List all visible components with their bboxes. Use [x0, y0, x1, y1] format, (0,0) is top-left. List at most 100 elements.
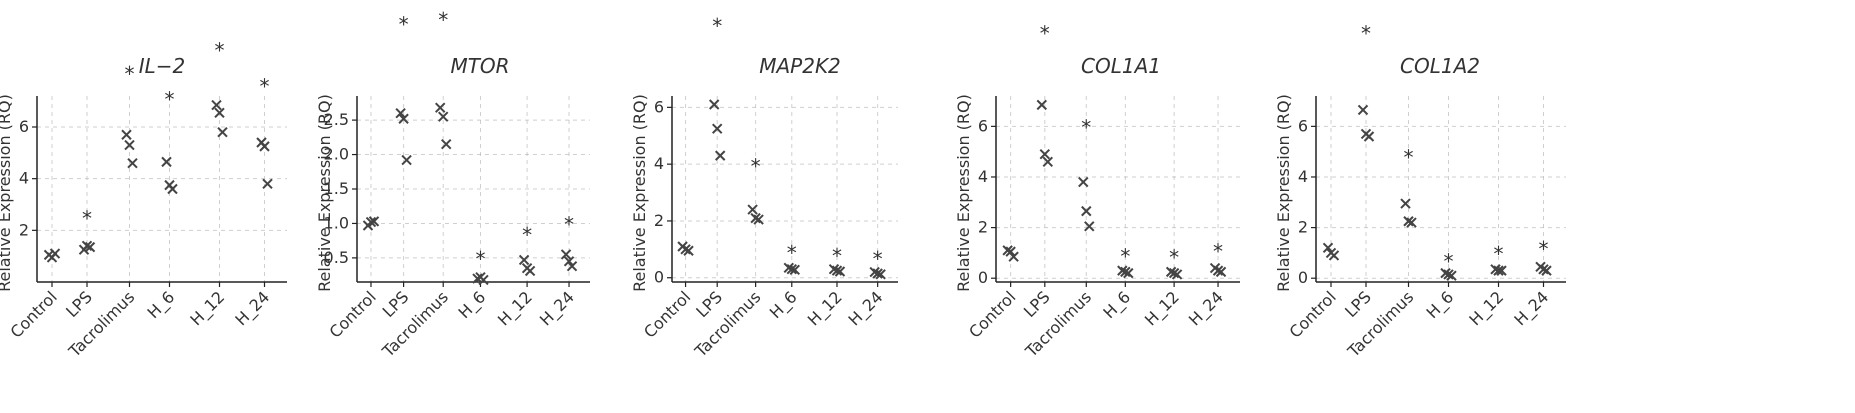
y-axis-label: Relative Expression (RQ) [1274, 94, 1293, 292]
y-tick-label: 0.5 [324, 248, 349, 267]
x-tick-label: LPS [62, 287, 96, 321]
x-tick-label: H_6 [1099, 287, 1135, 323]
data-point [438, 111, 449, 122]
y-axis-label: Relative Expression (RQ) [630, 94, 649, 292]
data-point [1008, 251, 1019, 262]
significance-marker: * [475, 247, 485, 271]
significance-marker: * [82, 206, 92, 230]
y-axis-label: Relative Expression (RQ) [954, 94, 973, 292]
y-tick-label: 1.0 [324, 213, 349, 232]
significance-marker: * [1040, 22, 1050, 46]
y-tick-label: 2 [1298, 218, 1308, 237]
data-point [747, 204, 758, 215]
x-tick-label: H_6 [144, 287, 180, 323]
data-point [259, 141, 270, 152]
data-point [753, 214, 764, 225]
x-tick-label: H_24 [1185, 287, 1228, 330]
data-point [872, 268, 883, 279]
x-tick-label: H_24 [536, 287, 579, 330]
data-point [1165, 266, 1177, 278]
data-point [1039, 148, 1051, 160]
x-tick-label: LPS [1020, 287, 1054, 321]
data-point [1538, 264, 1549, 275]
x-tick-label: H_12 [494, 287, 537, 330]
data-point [1406, 217, 1417, 228]
y-axis-label: Relative Expression (RQ) [0, 94, 14, 292]
data-point [1440, 267, 1451, 279]
data-point [1322, 242, 1334, 254]
data-point [786, 264, 797, 275]
data-point [714, 150, 726, 161]
x-tick-label: H_24 [844, 287, 887, 330]
significance-marker: * [564, 212, 574, 236]
significance-marker: * [399, 13, 409, 37]
y-tick-label: 2 [978, 218, 988, 237]
significance-marker: * [1494, 242, 1504, 266]
data-point [161, 156, 172, 168]
y-tick-label: 2.0 [324, 145, 349, 164]
x-tick-label: Control [965, 287, 1019, 341]
data-point [441, 139, 452, 150]
data-point [49, 248, 61, 259]
data-point [1120, 266, 1131, 278]
y-tick-label: 2.5 [324, 110, 349, 129]
chart-title: COL1A1 [1081, 54, 1161, 78]
chart-title: IL−2 [139, 54, 186, 78]
data-point [1363, 131, 1375, 142]
data-point [560, 249, 572, 260]
data-point [1215, 266, 1227, 278]
data-point [1081, 205, 1092, 217]
x-tick-label: Control [640, 287, 694, 341]
data-point [708, 99, 720, 110]
data-point [1403, 216, 1414, 227]
data-point [831, 265, 843, 276]
y-tick-label: 0 [1298, 268, 1308, 287]
x-tick-label: LPS [379, 287, 413, 321]
y-tick-label: 4 [978, 167, 988, 186]
data-point [1117, 265, 1128, 276]
data-point [711, 123, 723, 134]
x-tick-label: H_12 [186, 287, 229, 330]
x-tick-label: Control [6, 287, 60, 341]
data-point [750, 212, 761, 224]
data-point [262, 178, 273, 190]
data-point [401, 154, 412, 166]
significance-marker: * [1081, 115, 1091, 139]
data-point [1443, 269, 1454, 280]
y-tick-label: 4 [1298, 167, 1308, 186]
x-tick-label: LPS [1341, 287, 1375, 321]
y-tick-label: 6 [1298, 116, 1308, 135]
data-point [368, 216, 380, 227]
chart-title: MTOR [450, 54, 509, 78]
data-point [124, 139, 135, 151]
y-tick-label: 6 [978, 116, 988, 135]
significance-marker: * [125, 62, 135, 86]
data-point [395, 108, 406, 119]
x-tick-label: H_24 [231, 287, 274, 330]
y-tick-label: 4 [19, 169, 29, 188]
data-point [680, 244, 691, 255]
data-point [1171, 269, 1183, 280]
data-point [1357, 104, 1369, 116]
significance-marker: * [215, 39, 225, 63]
data-point [518, 254, 530, 266]
x-tick-label: H_12 [1141, 287, 1184, 330]
data-point [84, 241, 96, 253]
data-point [1168, 267, 1180, 279]
data-point [566, 260, 578, 272]
data-point [1446, 270, 1457, 281]
significance-marker: * [1444, 249, 1454, 273]
data-point [683, 245, 694, 256]
data-point [789, 264, 800, 275]
data-point [121, 129, 132, 140]
data-point [398, 113, 409, 124]
x-tick-label: H_6 [766, 287, 802, 323]
data-point [563, 256, 575, 267]
significance-marker: * [873, 247, 883, 271]
